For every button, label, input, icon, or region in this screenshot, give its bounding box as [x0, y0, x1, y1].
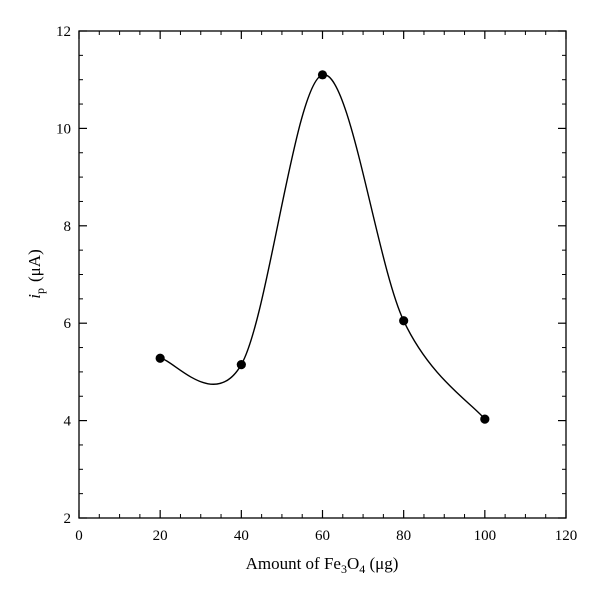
x-tick-label: 20 — [153, 528, 168, 544]
x-axis-title: Amount of Fe3O4 (μg) — [246, 554, 399, 576]
y-tick-label: 4 — [64, 414, 72, 430]
data-point — [236, 359, 246, 370]
y-tick-label: 6 — [64, 316, 72, 332]
data-point — [399, 316, 409, 326]
major-ticks — [78, 30, 567, 519]
x-tick-label: 0 — [75, 528, 83, 544]
y-tick-label: 12 — [56, 24, 71, 40]
data-point — [480, 414, 490, 424]
data-point — [317, 70, 328, 80]
data-points — [155, 70, 490, 424]
x-tick-label: 80 — [396, 528, 411, 544]
y-axis-title: ip(μA) — [25, 249, 47, 298]
y-tick-label: 10 — [56, 121, 71, 137]
x-tick-label: 100 — [474, 528, 497, 544]
tick-labels: 0 20 40 60 80 100 120 2 4 6 8 10 12 — [56, 24, 577, 544]
fitted-curve — [159, 74, 486, 420]
x-tick-label: 60 — [315, 528, 330, 544]
x-tick-label: 120 — [555, 528, 578, 544]
plot-frame — [78, 30, 567, 519]
y-tick-label: 8 — [64, 219, 72, 235]
data-point — [155, 353, 165, 363]
y-tick-label: 2 — [64, 511, 72, 527]
minor-ticks — [79, 31, 566, 518]
x-tick-label: 40 — [234, 528, 249, 544]
